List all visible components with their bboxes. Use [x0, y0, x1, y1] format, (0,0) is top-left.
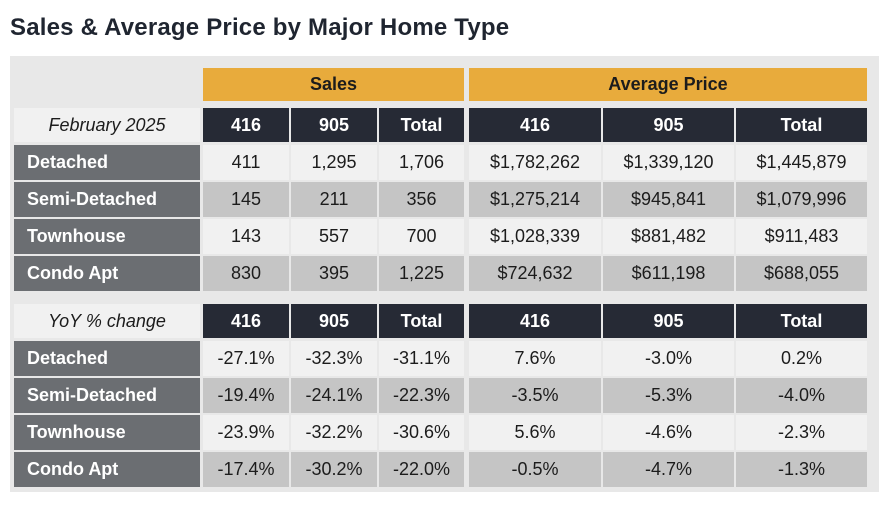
row-label: Detached — [14, 145, 200, 180]
column-header: Total — [736, 108, 867, 142]
table-cell: -17.4% — [203, 452, 289, 487]
table-cell: -0.5% — [469, 452, 601, 487]
table-cell: 1,295 — [291, 145, 377, 180]
table-cell: -22.3% — [379, 378, 464, 413]
column-header: Total — [379, 304, 464, 338]
row-label: Condo Apt — [14, 452, 200, 487]
table-cell: 211 — [291, 182, 377, 217]
table-cell: -1.3% — [736, 452, 867, 487]
table-cell: -24.1% — [291, 378, 377, 413]
table-cell: $611,198 — [603, 256, 734, 291]
table-cell: $1,445,879 — [736, 145, 867, 180]
row-label: Semi-Detached — [14, 378, 200, 413]
column-header: 905 — [291, 304, 377, 338]
table-cell: $1,079,996 — [736, 182, 867, 217]
period-label: February 2025 — [14, 108, 200, 142]
row-label: Detached — [14, 341, 200, 376]
table-cell: -4.6% — [603, 415, 734, 450]
table-cell: -2.3% — [736, 415, 867, 450]
table-cell: 830 — [203, 256, 289, 291]
table-cell: 356 — [379, 182, 464, 217]
row-label: Condo Apt — [14, 256, 200, 291]
table-cell: -3.0% — [603, 341, 734, 376]
table-cell: 411 — [203, 145, 289, 180]
table-cell: 1,706 — [379, 145, 464, 180]
table-cell: -27.1% — [203, 341, 289, 376]
column-header: Total — [736, 304, 867, 338]
row-label: Townhouse — [14, 219, 200, 254]
table-cell: -23.9% — [203, 415, 289, 450]
row-label: Semi-Detached — [14, 182, 200, 217]
table-cell: -22.0% — [379, 452, 464, 487]
column-header: 416 — [203, 108, 289, 142]
table-cell: $688,055 — [736, 256, 867, 291]
table-cell: 145 — [203, 182, 289, 217]
table-cell: -30.6% — [379, 415, 464, 450]
table-cell: $724,632 — [469, 256, 601, 291]
table-cell: $881,482 — [603, 219, 734, 254]
table-cell: -31.1% — [379, 341, 464, 376]
table-cell: $1,339,120 — [603, 145, 734, 180]
column-header: 905 — [603, 304, 734, 338]
column-header: 416 — [203, 304, 289, 338]
table-cell: $945,841 — [603, 182, 734, 217]
column-header: Total — [379, 108, 464, 142]
table-cell: $911,483 — [736, 219, 867, 254]
table-cell: -4.7% — [603, 452, 734, 487]
table-cell: -3.5% — [469, 378, 601, 413]
page-title: Sales & Average Price by Major Home Type — [10, 14, 510, 41]
table-cell: -32.3% — [291, 341, 377, 376]
table-cell: 7.6% — [469, 341, 601, 376]
table-cell: -30.2% — [291, 452, 377, 487]
table-cell: 557 — [291, 219, 377, 254]
table-cell: $1,028,339 — [469, 219, 601, 254]
table-cell: $1,275,214 — [469, 182, 601, 217]
table-cell: 700 — [379, 219, 464, 254]
table-cell: -5.3% — [603, 378, 734, 413]
table-cell: $1,782,262 — [469, 145, 601, 180]
table-cell: 0.2% — [736, 341, 867, 376]
column-header: 416 — [469, 108, 601, 142]
table-cell: -19.4% — [203, 378, 289, 413]
price-group-header: Average Price — [469, 68, 867, 101]
row-label: Townhouse — [14, 415, 200, 450]
table-cell: -32.2% — [291, 415, 377, 450]
table-cell: 1,225 — [379, 256, 464, 291]
table-cell: 5.6% — [469, 415, 601, 450]
sales-group-header: Sales — [203, 68, 464, 101]
column-header: 905 — [291, 108, 377, 142]
table-cell: 395 — [291, 256, 377, 291]
table-cell: -4.0% — [736, 378, 867, 413]
column-header: 416 — [469, 304, 601, 338]
period-label: YoY % change — [14, 304, 200, 338]
column-header: 905 — [603, 108, 734, 142]
table-cell: 143 — [203, 219, 289, 254]
